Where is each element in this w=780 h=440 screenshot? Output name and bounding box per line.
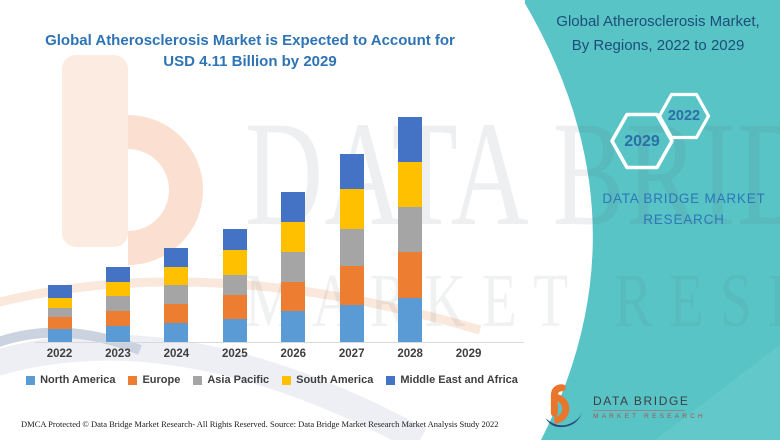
- chart-legend: North America Europe Asia Pacific South Ame…: [18, 374, 526, 386]
- watermark-text-line2: MARKET RESEARCH: [245, 259, 780, 343]
- bar-2028-south-america: [398, 162, 423, 207]
- bar-2027-south-america: [339, 189, 364, 229]
- bar-2024-europe: [164, 304, 189, 323]
- bar-2027-middle-east-and-africa: [339, 154, 364, 189]
- footer-dmca-text: DMCA Protected © Data Bridge Market Rese…: [21, 419, 268, 429]
- x-tick-label-2026: 2026: [280, 348, 307, 360]
- footer-source-text: Source: Data Bridge Market Research Mark…: [270, 419, 499, 429]
- data-bridge-logo-icon: [545, 384, 584, 428]
- legend-item-middle-east-and-africa: Middle East and Africa: [386, 374, 518, 386]
- data-bridge-logo: DATA BRIDGE MARKET RESEARCH: [543, 383, 706, 431]
- hexagon-2022-label: 2022: [667, 108, 701, 124]
- bar-2027-europe: [339, 266, 364, 305]
- logo-text: DATA BRIDGE MARKET RESEARCH: [593, 394, 706, 420]
- bar-2023-europe: [105, 311, 130, 326]
- legend-label: Europe: [142, 374, 181, 386]
- bar-2028-middle-east-and-africa: [398, 117, 423, 162]
- legend-label: Asia Pacific: [207, 374, 270, 386]
- legend-item-asia-pacific: Asia Pacific: [193, 374, 269, 386]
- bar-2026-middle-east-and-africa: [281, 192, 306, 222]
- x-tick-label-2023: 2023: [105, 348, 131, 360]
- bar-2023-north-america: [105, 326, 130, 342]
- bar-2024-middle-east-and-africa: [164, 248, 189, 267]
- bar-2028-asia-pacific: [398, 207, 423, 252]
- side-panel-title: Global Atherosclerosis Market, By Region…: [540, 10, 776, 58]
- side-panel-title-line1: Global Atherosclerosis Market,: [556, 13, 760, 30]
- bar-2025-europe: [222, 295, 247, 319]
- bar-2025-middle-east-and-africa: [222, 229, 247, 250]
- bar-2023-south-america: [105, 282, 130, 296]
- legend-marker: [193, 375, 203, 385]
- bar-2024-south-america: [164, 267, 189, 285]
- bar-2024-asia-pacific: [164, 285, 189, 304]
- x-tick-label-2027: 2027: [338, 348, 365, 360]
- x-tick-label-2029: 2029: [455, 348, 482, 360]
- bar-2022-europe: [47, 317, 72, 329]
- legend-item-south-america: South America: [282, 374, 373, 386]
- legend-item-north-america: North America: [26, 374, 115, 386]
- bar-2024-north-america: [164, 323, 189, 342]
- legend-marker: [26, 375, 36, 385]
- bar-2028-north-america: [398, 298, 423, 342]
- x-axis-line: [35, 342, 524, 343]
- bar-2027-asia-pacific: [339, 229, 364, 266]
- bar-2022-asia-pacific: [47, 308, 72, 317]
- hexagon-2029-label: 2029: [624, 133, 660, 150]
- logo-subtitle: MARKET RESEARCH: [593, 413, 706, 420]
- legend-label: South America: [296, 374, 374, 386]
- x-tick-label-2028: 2028: [397, 348, 423, 360]
- legend-marker: [386, 375, 396, 385]
- bar-2026-south-america: [281, 222, 306, 252]
- legend-label: Middle East and Africa: [400, 374, 518, 386]
- bar-2028-europe: [398, 252, 423, 298]
- bar-2026-asia-pacific: [281, 252, 306, 282]
- bar-2023-middle-east-and-africa: [105, 267, 130, 282]
- x-tick-label-2025: 2025: [222, 348, 248, 360]
- x-tick-label-2024: 2024: [163, 348, 190, 360]
- bar-2026-europe: [281, 282, 306, 311]
- legend-label: North America: [40, 374, 116, 386]
- logo-name: DATA BRIDGE: [593, 394, 688, 411]
- bar-2023-asia-pacific: [105, 296, 130, 311]
- bar-2025-south-america: [222, 250, 247, 275]
- legend-item-europe: Europe: [128, 374, 180, 386]
- bar-2025-north-america: [222, 319, 247, 342]
- legend-marker: [128, 375, 138, 385]
- bar-2027-north-america: [339, 305, 364, 342]
- x-tick-label-2022: 2022: [46, 348, 73, 360]
- side-panel-title-line2: By Regions, 2022 to 2029: [571, 37, 745, 54]
- bar-2022-south-america: [47, 298, 72, 308]
- bar-2025-asia-pacific: [222, 275, 247, 295]
- bar-2026-north-america: [281, 311, 306, 342]
- brand-text: DATA BRIDGE MARKET RESEARCH: [602, 191, 766, 227]
- legend-marker: [282, 375, 292, 385]
- bar-2022-middle-east-and-africa: [47, 285, 72, 298]
- chart-title: Global Atherosclerosis Market is Expecte…: [45, 32, 455, 70]
- bar-2022-north-america: [47, 329, 72, 342]
